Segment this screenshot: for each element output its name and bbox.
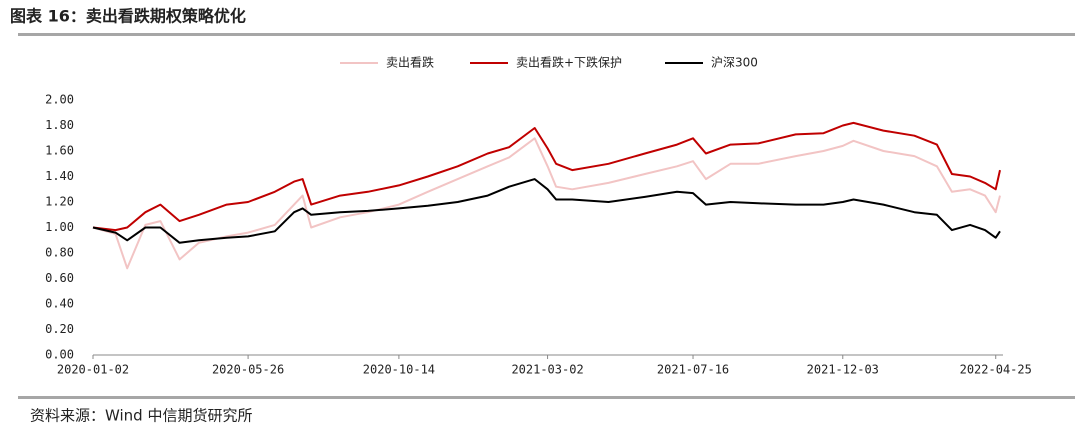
chart-title: 图表 16：卖出看跌期权策略优化 <box>10 7 246 26</box>
y-tick-label: 0.40 <box>45 297 74 311</box>
legend-label: 卖出看跌+下跌保护 <box>516 55 622 70</box>
y-tick-label: 1.20 <box>45 195 74 209</box>
y-tick-label: 1.00 <box>45 220 74 234</box>
y-tick-label: 2.00 <box>45 93 74 107</box>
x-tick-label: 2020-10-14 <box>363 363 435 377</box>
y-tick-label: 0.80 <box>45 246 74 260</box>
y-tick-label: 0.20 <box>45 322 74 336</box>
source-note: 资料来源：Wind 中信期货研究所 <box>30 407 252 425</box>
x-tick-label: 2021-07-16 <box>657 363 729 377</box>
y-tick-label: 1.40 <box>45 169 74 183</box>
series-line <box>92 178 1001 244</box>
x-tick-label: 2022-04-25 <box>960 363 1032 377</box>
source-rule <box>18 396 1075 399</box>
y-tick-label: 0.00 <box>45 348 74 362</box>
y-tick-label: 0.60 <box>45 271 74 285</box>
legend-label: 卖出看跌 <box>386 55 434 70</box>
x-tick-label: 2020-01-02 <box>57 363 129 377</box>
x-tick-label: 2020-05-26 <box>212 363 284 377</box>
series-line <box>92 137 1001 270</box>
x-tick-label: 2021-03-02 <box>511 363 583 377</box>
legend-label: 沪深300 <box>711 56 758 70</box>
x-tick-label: 2021-12-03 <box>807 363 879 377</box>
y-tick-label: 1.80 <box>45 118 74 132</box>
series-line <box>92 121 1001 232</box>
title-rule <box>18 33 1075 36</box>
y-tick-label: 1.60 <box>45 144 74 158</box>
